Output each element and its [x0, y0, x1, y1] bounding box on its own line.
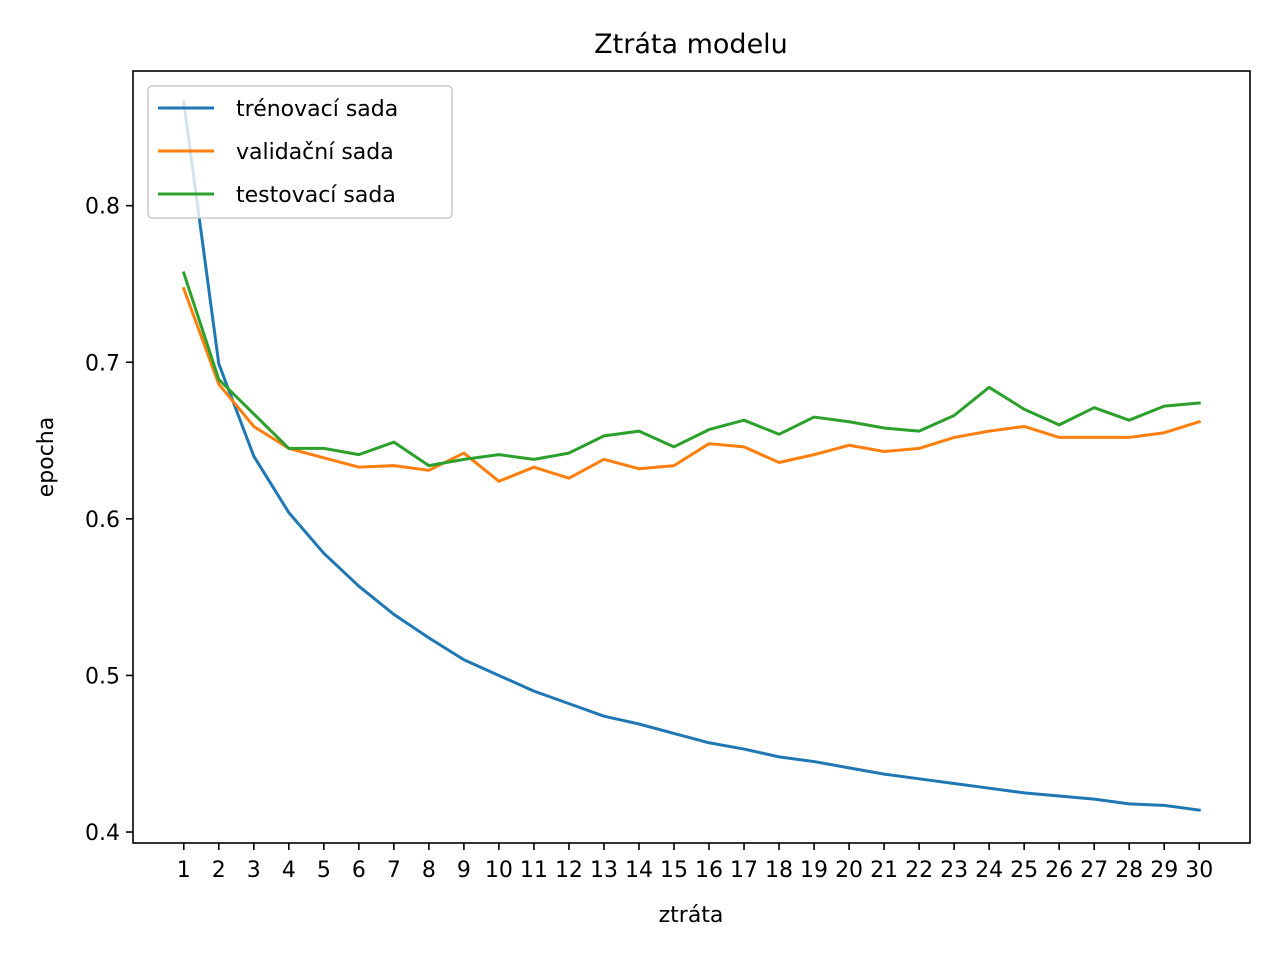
x-tick-label: 27 [1080, 858, 1108, 883]
series-line-3 [181, 271, 1201, 468]
x-tick-label: 22 [905, 858, 933, 883]
x-tick-label: 20 [835, 858, 863, 883]
x-tick-label: 16 [695, 858, 723, 883]
x-tick-label: 4 [282, 858, 296, 883]
chart-title: Ztráta modelu [594, 29, 788, 60]
plot-area: 1 2 3 4 5 6 7 8 9 10 11 12 13 14 15 16 17 18 19 20 21 22 23 24 2… [85, 70, 1251, 883]
x-tick-label: 18 [765, 858, 793, 883]
x-tick-label: 17 [730, 858, 758, 883]
x-tick-label: 10 [485, 858, 513, 883]
x-tick-label: 11 [520, 858, 548, 883]
legend-box [147, 85, 453, 219]
x-tick-label: 29 [1150, 858, 1178, 883]
x-tick-label: 6 [352, 858, 366, 883]
y-axis-label: epocha [34, 417, 59, 497]
x-tick-label: 19 [800, 858, 828, 883]
x-tick-label: 23 [940, 858, 968, 883]
x-tick-label: 30 [1185, 858, 1213, 883]
x-tick-label: 5 [317, 858, 331, 883]
x-tick-label: 8 [422, 858, 436, 883]
x-tick-label: 25 [1010, 858, 1038, 883]
x-tick-label: 9 [457, 858, 471, 883]
x-tick-label: 21 [870, 858, 898, 883]
x-tick-label: 3 [247, 858, 261, 883]
x-tick-label: 24 [975, 858, 1003, 883]
x-tick-label: 13 [590, 858, 618, 883]
series-line-1 [182, 100, 1201, 812]
x-tick-label: 15 [660, 858, 688, 883]
y-tick-label: 0.5 [85, 664, 120, 689]
legend: trénovací sada validační sada testovací sa… [147, 85, 453, 219]
x-axis-label: ztráta [659, 903, 724, 928]
y-tick-label: 0.6 [85, 508, 120, 533]
y-tick-label: 0.4 [85, 821, 120, 846]
series-line-2 [181, 286, 1202, 483]
x-tick-label: 2 [212, 858, 226, 883]
x-tick-label: 26 [1045, 858, 1073, 883]
legend-label-2: validační sada [236, 140, 394, 165]
y-tick-label: 0.8 [85, 195, 120, 220]
x-tick-label: 12 [555, 858, 583, 883]
x-tick-label: 14 [625, 858, 653, 883]
legend-label-3: testovací sada [236, 183, 396, 208]
x-tick-label: 7 [387, 858, 401, 883]
x-tick-label: 28 [1115, 858, 1143, 883]
y-tick-label: 0.7 [85, 351, 120, 376]
axes-frame [132, 70, 1251, 844]
legend-label-1: trénovací sada [236, 97, 398, 122]
x-tick-label: 1 [177, 858, 191, 883]
